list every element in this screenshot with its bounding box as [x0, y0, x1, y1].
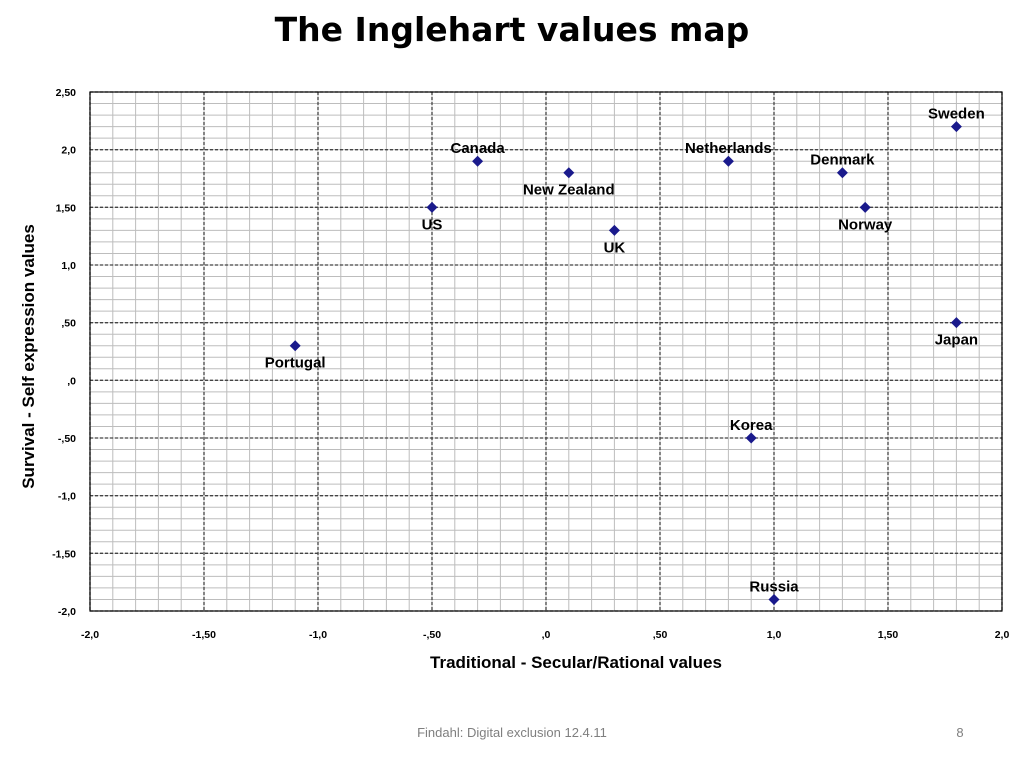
- data-point-label: Denmark: [810, 152, 875, 169]
- x-tick-label: 2,0: [995, 629, 1010, 641]
- data-point-label: Japan: [935, 332, 978, 349]
- data-point-marker: [289, 340, 301, 352]
- slide-title: The Inglehart values map: [274, 10, 750, 49]
- data-point-label: Sweden: [928, 106, 985, 123]
- data-point-marker: [950, 317, 962, 329]
- x-tick-label: 1,0: [767, 629, 782, 641]
- data-point-label: Norway: [838, 216, 893, 233]
- x-tick-label: -1,0: [309, 629, 327, 641]
- x-tick-label: ,0: [542, 629, 551, 641]
- x-axis-label: Traditional - Secular/Rational values: [430, 653, 722, 672]
- data-point-marker: [563, 167, 575, 179]
- data-point-marker: [722, 155, 734, 167]
- y-tick-label: 2,0: [61, 145, 76, 157]
- data-point-marker: [472, 155, 484, 167]
- x-tick-label: ,50: [653, 629, 668, 641]
- x-tick-label: 1,50: [878, 629, 899, 641]
- data-point-marker: [768, 593, 780, 605]
- y-tick-label: 1,50: [56, 202, 77, 214]
- data-point-label: UK: [604, 239, 626, 256]
- x-tick-label: -2,0: [81, 629, 99, 641]
- data-point-marker: [950, 121, 962, 133]
- data-point-marker: [859, 201, 871, 213]
- y-tick-label: ,50: [61, 318, 76, 330]
- data-point-label: New Zealand: [523, 182, 615, 199]
- y-tick-label: -,50: [58, 433, 76, 445]
- x-tick-labels: -2,0 -1,50 -1,0 -,50 ,0 ,50 1,0 1,50 2,0: [81, 629, 1009, 641]
- data-point-label: Netherlands: [685, 140, 772, 157]
- data-point-label: US: [422, 216, 443, 233]
- plot-frame: [89, 91, 1003, 612]
- y-tick-label: 2,50: [56, 87, 77, 99]
- data-points: Sweden Canada Netherlands Denmark New Zealan…: [265, 106, 985, 605]
- data-point-label: Russia: [749, 578, 799, 595]
- y-tick-label: -2,0: [58, 606, 76, 618]
- y-tick-label: ,0: [67, 375, 76, 387]
- slide-footer: Findahl: Digital exclusion 12.4.11: [417, 725, 607, 740]
- data-point-marker: [836, 167, 848, 179]
- y-tick-labels: 2,50 2,0 1,50 1,0 ,50 ,0 -,50 -1,0 -1,50 -2,0: [52, 87, 76, 618]
- y-axis-label: Survival - Self expression values: [19, 224, 38, 489]
- data-point-label: Portugal: [265, 355, 326, 372]
- y-tick-label: -1,50: [52, 548, 76, 560]
- y-tick-label: -1,0: [58, 491, 76, 503]
- data-point-marker: [745, 432, 757, 444]
- x-tick-label: -,50: [423, 629, 441, 641]
- data-point-label: Korea: [730, 417, 773, 434]
- data-point-marker: [426, 201, 438, 213]
- y-tick-label: 1,0: [61, 260, 76, 272]
- page-number: 8: [956, 725, 964, 740]
- data-point-marker: [608, 224, 620, 236]
- scatter-chart: -2,0 -1,50 -1,0 -,50 ,0 ,50 1,0 1,50 2,0 2,50 2,0…: [19, 87, 1009, 672]
- x-tick-label: -1,50: [192, 629, 216, 641]
- data-point-label: Canada: [451, 140, 506, 157]
